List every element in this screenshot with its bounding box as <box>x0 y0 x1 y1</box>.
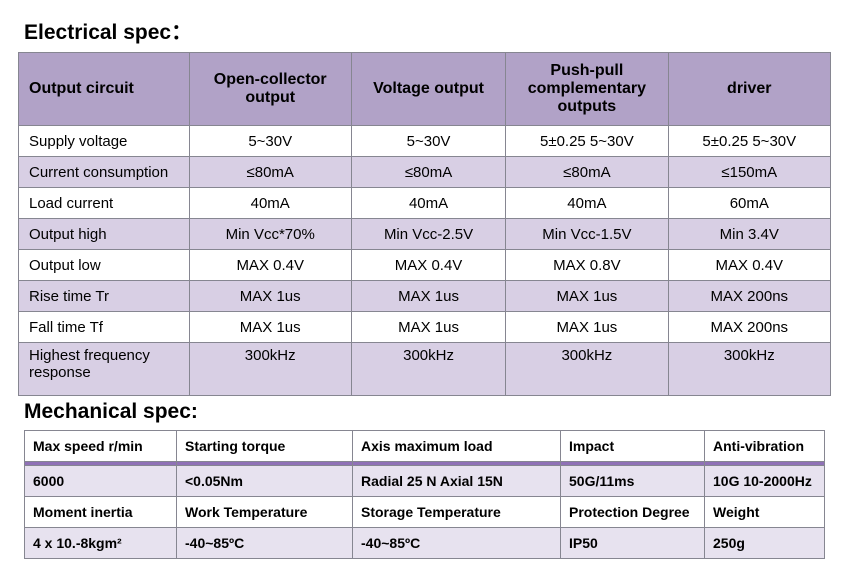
mech-data-cell: IP50 <box>561 528 705 559</box>
table-row: Supply voltage5~30V5~30V5±0.25 5~30V5±0.… <box>19 126 831 157</box>
mech-header-cell: Storage Temperature <box>353 497 561 528</box>
row-label: Supply voltage <box>19 126 190 157</box>
mech-header-cell: Anti-vibration <box>705 431 825 462</box>
data-cell: 40mA <box>351 188 505 219</box>
mech-data-cell: 4 x 10.-8kgm² <box>25 528 177 559</box>
mechanical-spec-table: Max speed r/min Starting torque Axis max… <box>24 430 825 559</box>
data-cell: 40mA <box>506 188 668 219</box>
table-row: 6000 <0.05Nm Radial 25 N Axial 15N 50G/1… <box>25 466 825 497</box>
data-cell: MAX 0.4V <box>668 250 830 281</box>
table-row: Output highMin Vcc*70%Min Vcc-2.5VMin Vc… <box>19 219 831 250</box>
data-cell: ≤150mA <box>668 157 830 188</box>
mech-data-cell: 6000 <box>25 466 177 497</box>
data-cell: MAX 1us <box>351 281 505 312</box>
mech-data-cell: 250g <box>705 528 825 559</box>
mech-header-cell: Impact <box>561 431 705 462</box>
table-row: Current consumption≤80mA≤80mA≤80mA≤150mA <box>19 157 831 188</box>
col-push-pull: Push-pull complementary outputs <box>506 53 668 126</box>
col-voltage-output: Voltage output <box>351 53 505 126</box>
row-label: Load current <box>19 188 190 219</box>
data-cell: ≤80mA <box>506 157 668 188</box>
table-row: Highest frequency response300kHz300kHz30… <box>19 343 831 396</box>
mech-header-cell: Weight <box>705 497 825 528</box>
data-cell: 40mA <box>189 188 351 219</box>
col-output-circuit: Output circuit <box>19 53 190 126</box>
electrical-spec-title: Electrical spec： <box>24 16 831 46</box>
table-row: Output lowMAX 0.4VMAX 0.4VMAX 0.8VMAX 0.… <box>19 250 831 281</box>
mech-data-cell: <0.05Nm <box>177 466 353 497</box>
mech-header-cell: Work Temperature <box>177 497 353 528</box>
table-row: Rise time TrMAX 1usMAX 1usMAX 1usMAX 200… <box>19 281 831 312</box>
row-label: Output low <box>19 250 190 281</box>
mech-data-cell: -40~85ºC <box>353 528 561 559</box>
mech-header-cell: Moment inertia <box>25 497 177 528</box>
data-cell: ≤80mA <box>351 157 505 188</box>
row-label: Fall time Tf <box>19 312 190 343</box>
row-label: Output high <box>19 219 190 250</box>
table-row: Fall time TfMAX 1usMAX 1usMAX 1usMAX 200… <box>19 312 831 343</box>
mech-data-cell: Radial 25 N Axial 15N <box>353 466 561 497</box>
data-cell: 5±0.25 5~30V <box>668 126 830 157</box>
data-cell: MAX 1us <box>189 281 351 312</box>
electrical-spec-table: Output circuit Open-collector output Vol… <box>18 52 831 396</box>
mech-header-cell: Protection Degree <box>561 497 705 528</box>
col-open-collector: Open-collector output <box>189 53 351 126</box>
data-cell: 300kHz <box>189 343 351 396</box>
data-cell: 300kHz <box>668 343 830 396</box>
table-row: Moment inertia Work Temperature Storage … <box>25 497 825 528</box>
mechanical-spec-title: Mechanical spec: <box>24 400 831 424</box>
data-cell: MAX 1us <box>351 312 505 343</box>
data-cell: Min 3.4V <box>668 219 830 250</box>
data-cell: 300kHz <box>506 343 668 396</box>
data-cell: ≤80mA <box>189 157 351 188</box>
table-row: Max speed r/min Starting torque Axis max… <box>25 431 825 462</box>
mech-data-cell: -40~85ºC <box>177 528 353 559</box>
row-label: Current consumption <box>19 157 190 188</box>
mech-header-cell: Max speed r/min <box>25 431 177 462</box>
mech-data-cell: 50G/11ms <box>561 466 705 497</box>
data-cell: MAX 200ns <box>668 312 830 343</box>
data-cell: 60mA <box>668 188 830 219</box>
mech-data-cell: 10G 10-2000Hz <box>705 466 825 497</box>
data-cell: 5~30V <box>189 126 351 157</box>
row-label: Rise time Tr <box>19 281 190 312</box>
data-cell: MAX 1us <box>506 312 668 343</box>
data-cell: MAX 1us <box>506 281 668 312</box>
data-cell: Min Vcc*70% <box>189 219 351 250</box>
data-cell: Min Vcc-2.5V <box>351 219 505 250</box>
data-cell: 5~30V <box>351 126 505 157</box>
col-driver: driver <box>668 53 830 126</box>
data-cell: MAX 0.4V <box>189 250 351 281</box>
data-cell: Min Vcc-1.5V <box>506 219 668 250</box>
mech-header-cell: Axis maximum load <box>353 431 561 462</box>
data-cell: MAX 0.4V <box>351 250 505 281</box>
data-cell: MAX 0.8V <box>506 250 668 281</box>
data-cell: 5±0.25 5~30V <box>506 126 668 157</box>
data-cell: 300kHz <box>351 343 505 396</box>
row-label: Highest frequency response <box>19 343 190 396</box>
table-row: Load current40mA40mA40mA60mA <box>19 188 831 219</box>
table-row: 4 x 10.-8kgm² -40~85ºC -40~85ºC IP50 250… <box>25 528 825 559</box>
mech-header-cell: Starting torque <box>177 431 353 462</box>
data-cell: MAX 1us <box>189 312 351 343</box>
data-cell: MAX 200ns <box>668 281 830 312</box>
table-header-row: Output circuit Open-collector output Vol… <box>19 53 831 126</box>
